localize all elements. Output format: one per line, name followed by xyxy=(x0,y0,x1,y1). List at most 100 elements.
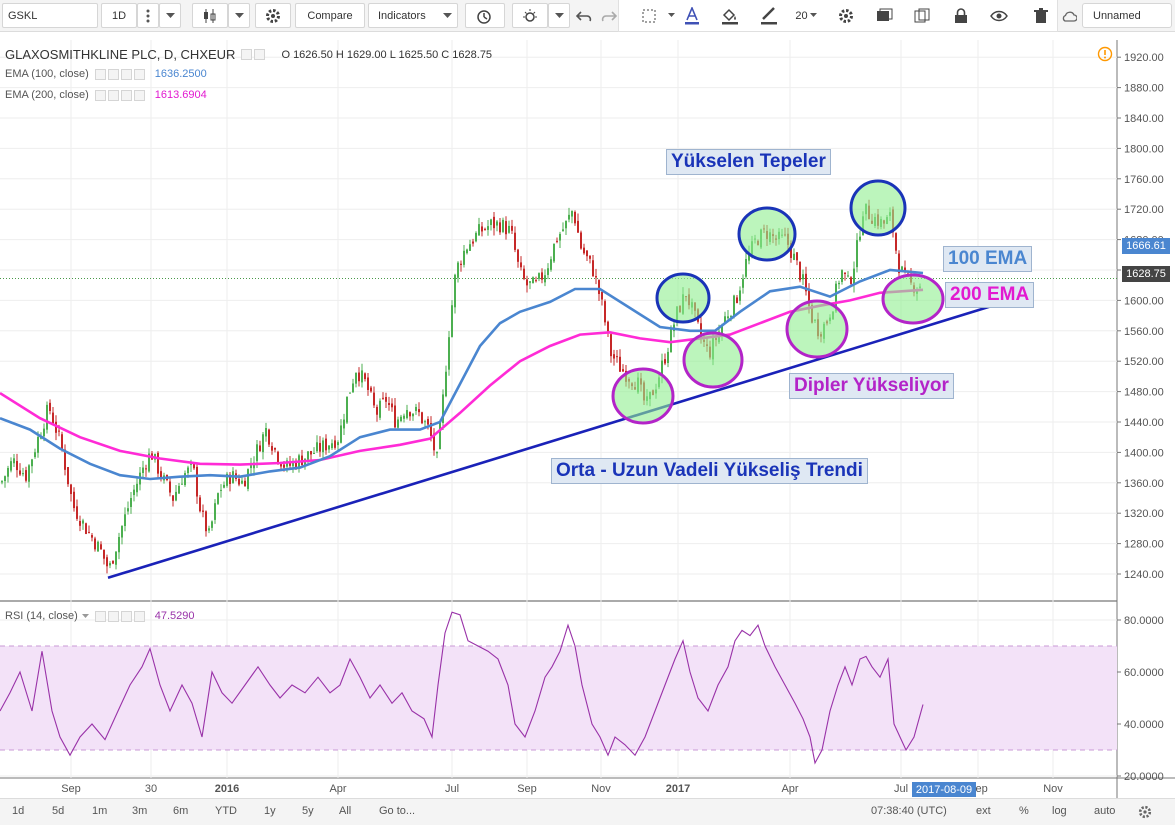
more-icon[interactable] xyxy=(137,3,159,28)
candle-body xyxy=(79,520,81,526)
fill-color-icon[interactable] xyxy=(715,3,745,28)
candle xyxy=(130,492,132,514)
candle xyxy=(853,261,855,293)
candle xyxy=(157,451,159,480)
candle-body xyxy=(67,467,69,485)
rising-troughs-label[interactable]: Dipler Yükseliyor xyxy=(789,373,954,399)
range-3m[interactable]: 3m xyxy=(132,805,148,817)
candle-body xyxy=(28,465,30,482)
candle-body xyxy=(352,383,354,393)
warning-icon[interactable] xyxy=(1096,45,1114,63)
date-tag-label: 2017-08-09 xyxy=(916,784,972,796)
ema100-controls[interactable] xyxy=(94,68,147,80)
ext-toggle[interactable]: ext xyxy=(976,805,991,817)
interval-button[interactable]: 1D xyxy=(101,3,137,28)
candle xyxy=(169,478,171,497)
range-5d[interactable]: 5d xyxy=(52,805,65,817)
cloud-icon[interactable] xyxy=(1056,3,1082,28)
ema100-line xyxy=(0,268,924,481)
candle xyxy=(538,272,540,282)
layout-name-button[interactable]: Unnamed xyxy=(1082,3,1172,28)
candle-body xyxy=(574,211,576,224)
candle-body xyxy=(127,508,129,512)
candle-body xyxy=(130,498,132,507)
trend-label[interactable]: Orta - Uzun Vadeli Yükseliş Trendi xyxy=(551,458,868,484)
candle-body xyxy=(58,430,60,432)
candle xyxy=(331,439,333,450)
range-5y[interactable]: 5y xyxy=(302,805,314,817)
candle xyxy=(667,347,669,368)
main-legend: GLAXOSMITHKLINE PLC, D, CHXEUR O 1626.50… xyxy=(5,47,492,62)
ema200-annotation[interactable]: 200 EMA xyxy=(945,282,1035,308)
range-1m[interactable]: 1m xyxy=(92,805,108,817)
chart-style-chevron-icon[interactable] xyxy=(228,3,250,28)
candle xyxy=(334,435,336,450)
candle-body xyxy=(898,253,900,274)
text-color-icon[interactable] xyxy=(677,3,707,28)
lock-icon[interactable] xyxy=(947,3,975,28)
rsi-y-tick-label: 60.0000 xyxy=(1124,667,1164,679)
goto-button[interactable]: Go to... xyxy=(379,805,416,817)
candle-body xyxy=(277,451,279,463)
candle xyxy=(400,414,402,423)
range-ytd[interactable]: YTD xyxy=(215,805,237,817)
symbol-search-input[interactable]: GSKL xyxy=(2,3,98,28)
candle xyxy=(856,233,858,273)
candle-body xyxy=(115,551,117,565)
candle xyxy=(508,220,510,234)
drawing-settings-gear-icon[interactable] xyxy=(831,3,861,28)
indicators-button[interactable]: Indicators xyxy=(368,3,458,28)
layers-icon[interactable] xyxy=(869,3,899,28)
font-size-select[interactable]: 20 xyxy=(791,3,821,28)
candle xyxy=(547,263,549,280)
y-tick-label: 1240.00 xyxy=(1124,569,1164,581)
candle-body xyxy=(343,419,345,429)
log-toggle[interactable]: log xyxy=(1052,805,1067,817)
rsi-chevron-icon[interactable] xyxy=(81,613,89,619)
gear-icon[interactable] xyxy=(255,3,291,28)
rsi-controls[interactable] xyxy=(94,610,147,622)
clock-time[interactable]: 07:38:40 (UTC) xyxy=(871,805,947,817)
candle-body xyxy=(403,415,405,419)
candle xyxy=(376,404,378,422)
compare-button[interactable]: Compare xyxy=(295,3,365,28)
candle-body xyxy=(214,503,216,520)
trash-icon[interactable] xyxy=(1027,3,1055,28)
candles-style-icon[interactable] xyxy=(192,3,228,28)
visibility-eye-icon[interactable] xyxy=(985,3,1013,28)
selection-chevron-icon[interactable] xyxy=(665,3,677,28)
alert-icon[interactable] xyxy=(465,3,505,28)
selection-icon[interactable] xyxy=(635,3,665,28)
rising-peaks-label[interactable]: Yükselen Tepeler xyxy=(666,149,831,175)
drawing-toolbar: 20 xyxy=(618,0,1058,32)
undo-icon[interactable] xyxy=(572,3,596,28)
range-all[interactable]: All xyxy=(339,805,352,817)
scale-settings-gear-icon[interactable] xyxy=(1138,805,1152,822)
clone-icon[interactable] xyxy=(907,3,937,28)
line-color-icon[interactable] xyxy=(754,3,784,28)
candle-body xyxy=(490,219,492,225)
range-6m[interactable]: 6m xyxy=(173,805,189,817)
candle xyxy=(574,210,576,226)
candle xyxy=(136,476,138,497)
ema200-controls[interactable] xyxy=(94,89,147,101)
auto-toggle[interactable]: auto xyxy=(1094,805,1116,817)
range-1d[interactable]: 1d xyxy=(12,805,25,817)
rsi-legend: RSI (14, close) 47.5290 xyxy=(5,610,195,622)
ema100-annotation[interactable]: 100 EMA xyxy=(943,246,1033,272)
chart-canvas[interactable]: Sep 30 2016 Apr Jul Sep Nov 2017 Apr Jul Sep Nov192… xyxy=(0,32,1175,798)
redo-icon[interactable] xyxy=(598,3,620,28)
replay-icon[interactable] xyxy=(512,3,548,28)
chevron-down-icon[interactable] xyxy=(159,3,181,28)
legend-controls[interactable] xyxy=(241,49,267,60)
replay-chevron-icon[interactable] xyxy=(548,3,570,28)
candle-body xyxy=(22,473,24,475)
percent-toggle[interactable]: % xyxy=(1019,805,1029,817)
candle-body xyxy=(436,451,438,454)
range-1y[interactable]: 1y xyxy=(264,805,276,817)
candle xyxy=(451,300,453,338)
candle-body xyxy=(145,468,147,470)
candle xyxy=(67,467,69,487)
candle xyxy=(109,561,111,569)
candle-body xyxy=(325,438,327,451)
